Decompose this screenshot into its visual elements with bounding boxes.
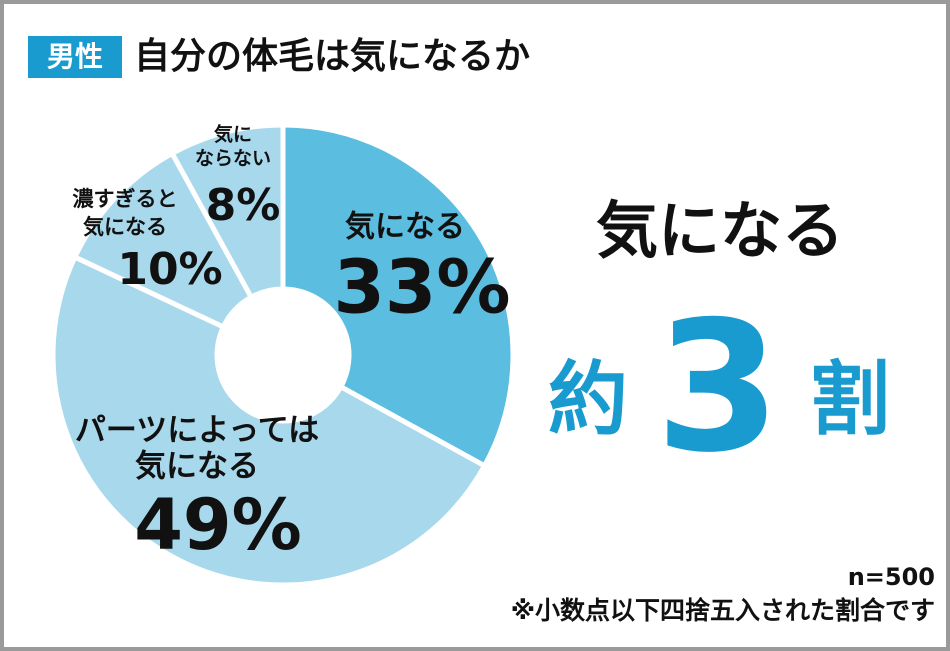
callout-suffix: 割 [810,353,890,446]
slice-label: パーツによっては [75,413,319,449]
value-label: 8% [206,180,281,231]
pie-slice [71,150,255,331]
chart-title: 自分の体毛は気になるか [134,36,530,77]
slice-label: 濃すぎると [73,187,178,211]
callout-prefix: 約 [548,353,628,446]
tag-box [28,36,122,78]
tag: 男性 [47,40,103,73]
note: ※小数点以下四捨五入された割合です [511,596,935,625]
slice-label: ならない [195,148,271,170]
pie-slice [168,122,286,301]
value-label: 10% [117,244,222,295]
slice-label: 気に [214,123,252,146]
sample-size: n=500 [848,563,935,591]
callout-number: 3 [655,283,780,492]
pie-slice [50,253,488,588]
pie-slice [280,122,516,470]
value-label: 49% [134,484,302,566]
value-label: 33% [333,245,510,331]
callout-label: 気になる [596,194,844,267]
slice-label: 気になる [135,449,259,485]
slice-label: 気になる [345,210,465,245]
slice-label: 気になる [83,215,167,239]
